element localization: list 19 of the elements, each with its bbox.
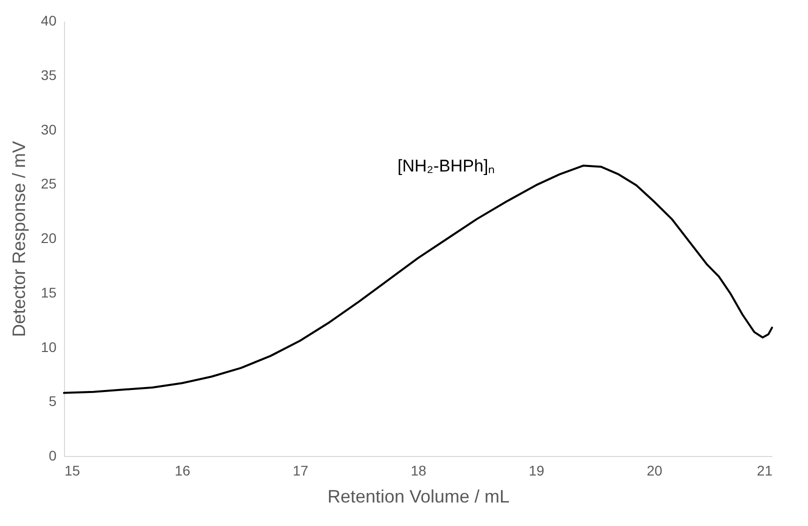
x-tick-label: 21 — [756, 462, 773, 478]
x-axis-title: Retention Volume / mL — [327, 486, 510, 506]
y-tick-label: 15 — [40, 284, 57, 300]
x-tick-label: 20 — [646, 462, 662, 478]
y-tick-label: 35 — [40, 66, 57, 83]
y-tick-label: 0 — [48, 448, 57, 464]
y-axis-title: Detector Response / mV — [8, 140, 29, 338]
annotation: [NH₂-BHPh]ₙ — [397, 156, 496, 176]
x-tick-label: 16 — [174, 462, 190, 478]
x-tick-label: 17 — [292, 462, 308, 478]
y-tick-label: 5 — [48, 393, 57, 410]
y-tick-label: 25 — [40, 176, 57, 192]
x-tick-label: 19 — [528, 462, 544, 478]
y-tick-label: 10 — [40, 338, 57, 355]
y-tick-label: 40 — [40, 12, 57, 28]
x-tick-label: 18 — [410, 462, 426, 478]
x-tick-label: 15 — [64, 462, 80, 478]
y-tick-label: 30 — [40, 121, 57, 138]
y-tick-label: 20 — [40, 230, 57, 246]
